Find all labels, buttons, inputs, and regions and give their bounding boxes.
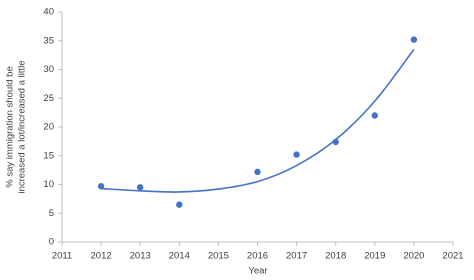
y-tick-label: 35 [43, 35, 54, 46]
x-tick-label: 2015 [208, 251, 229, 262]
y-axis-label: % say immigration should be [5, 66, 16, 187]
y-tick-label: 40 [43, 7, 54, 18]
x-tick-label: 2014 [169, 251, 190, 262]
x-tick-label: 2021 [442, 251, 463, 262]
x-axis-label: Year [248, 266, 267, 277]
x-tick-label: 2012 [91, 251, 112, 262]
y-axis-label: increased a lot/increased a little [17, 60, 28, 193]
y-tick-label: 15 [43, 150, 54, 161]
x-tick-label: 2011 [52, 251, 72, 262]
y-tick-label: 20 [43, 122, 54, 133]
y-tick-label: 5 [49, 208, 54, 219]
x-tick-label: 2020 [403, 251, 424, 262]
data-point [176, 201, 183, 208]
x-tick-label: 2019 [364, 251, 385, 262]
data-point [371, 112, 378, 119]
data-point [97, 183, 105, 190]
data-point [254, 168, 261, 176]
x-tick-label: 2016 [247, 251, 268, 262]
y-tick-label: 0 [49, 237, 54, 248]
data-point [137, 184, 144, 191]
y-tick-label: 25 [43, 93, 54, 104]
data-point [410, 36, 418, 43]
trendline [101, 48, 415, 193]
y-tick-label: 10 [43, 179, 54, 190]
data-point [293, 151, 300, 158]
x-tick-label: 2017 [286, 251, 307, 262]
x-tick-label: 2013 [130, 251, 151, 262]
x-tick-label: 2018 [325, 251, 346, 262]
data-point [332, 138, 339, 146]
y-tick-label: 30 [43, 64, 54, 75]
